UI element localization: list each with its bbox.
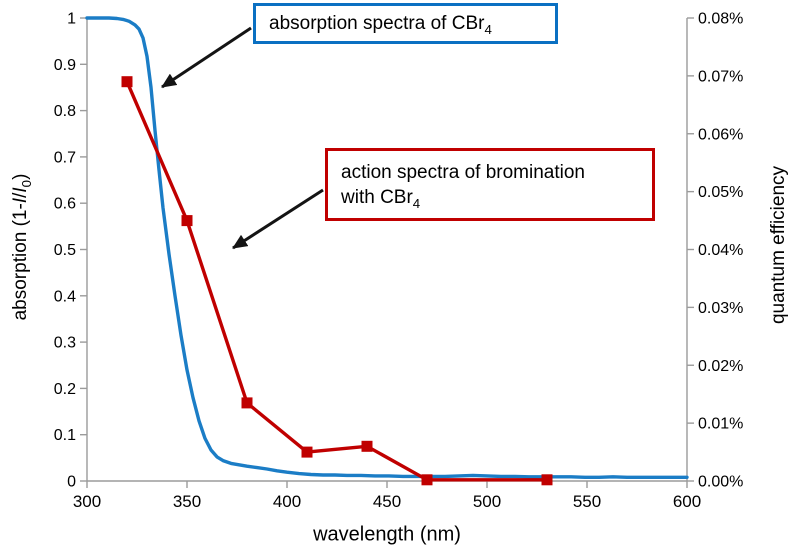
text-fragment: with CBr: [341, 186, 413, 208]
y-right-tick-label: 0.04%: [698, 242, 743, 259]
text-fragment: I: [10, 187, 31, 193]
y-left-tick-label: 0.3: [54, 335, 76, 352]
action-spectra-marker: [121, 76, 133, 88]
y-left-tick-label: 0.7: [54, 149, 76, 166]
callout-line: absorption spectra of CBr4: [269, 11, 492, 36]
text-fragment: I: [10, 197, 31, 204]
x-tick-label: 500: [473, 492, 501, 511]
text-fragment: absorption (1-: [10, 203, 31, 321]
absorption-callout-arrow: [161, 26, 252, 89]
x-tick-label: 350: [173, 492, 201, 511]
absorption-curve: [85, 16, 689, 479]
text-fragment: 4: [412, 195, 421, 211]
action-spectra-marker: [241, 397, 253, 409]
y-right-tick-label: 0.02%: [698, 358, 743, 375]
y-right-tick-label: 0.03%: [698, 300, 743, 317]
absorption-callout: absorption spectra of CBr4: [253, 3, 558, 44]
action-spectra-marker: [361, 440, 373, 452]
action-spectra-marker: [301, 446, 313, 458]
text-fragment: absorption spectra of CBr: [269, 13, 485, 34]
text-fragment: /: [10, 192, 31, 198]
y-right-tick-label: 0.01%: [698, 416, 743, 433]
callout-line: with CBr4: [341, 185, 585, 210]
y-left-tick-label: 1: [67, 11, 76, 28]
y-left-tick-label: 0.5: [54, 242, 76, 259]
y-right-tick-label: 0.07%: [698, 68, 743, 85]
callout-line: action spectra of bromination: [341, 160, 585, 185]
absorption-callout-text: absorption spectra of CBr4: [256, 10, 505, 37]
action-callout-arrow: [232, 188, 324, 250]
x-tick-label: 550: [573, 492, 601, 511]
text-fragment: action spectra of bromination: [341, 161, 585, 183]
action-callout-text: action spectra of bromination with CBr4: [328, 159, 598, 211]
x-tick-label: 300: [73, 492, 101, 511]
action-spectra-marker: [421, 474, 433, 486]
y-right-tick-label: 0.06%: [698, 126, 743, 143]
y-left-tick-label: 0: [67, 474, 76, 491]
action-spectra-line: [125, 81, 547, 482]
action-callout: action spectra of bromination with CBr4: [325, 148, 655, 221]
y-left-tick-label: 0.9: [54, 57, 76, 74]
x-tick-label: 600: [673, 492, 701, 511]
y-left-tick-label: 0.8: [54, 103, 76, 120]
y-left-tick-label: 0.6: [54, 196, 76, 213]
left-axis-title: absorption (1-I/I0): [10, 173, 34, 321]
y-right-tick-label: 0.05%: [698, 184, 743, 201]
y-left-tick-label: 0.1: [54, 427, 76, 444]
action-spectra-marker: [541, 474, 553, 486]
y-left-tick-label: 0.4: [54, 288, 76, 305]
text-fragment: 4: [484, 21, 492, 37]
text-fragment: 0: [18, 179, 34, 188]
y-left-tick-label: 0.2: [54, 381, 76, 398]
x-axis-title: wavelength (nm): [313, 523, 461, 546]
y-right-tick-label: 0.08%: [698, 11, 743, 28]
x-tick-label: 400: [273, 492, 301, 511]
right-axis-title: quantum efficiency: [768, 165, 789, 325]
action-spectra-marker: [181, 215, 193, 227]
text-fragment: ): [10, 173, 31, 180]
x-tick-label: 450: [373, 492, 401, 511]
y-right-tick-label: 0.00%: [698, 474, 743, 491]
